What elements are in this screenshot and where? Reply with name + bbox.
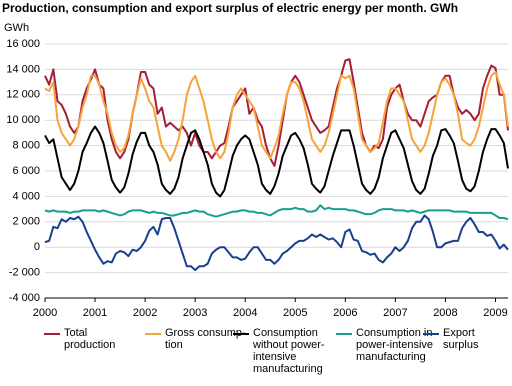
y-tick-label: 12 000 [6, 89, 40, 101]
legend-label: Export surplus [443, 327, 479, 351]
y-tick-label: 10 000 [6, 114, 40, 126]
x-tick-label: 2004 [233, 307, 257, 319]
series-line [44, 125, 509, 198]
x-tick-label: 2009 [483, 307, 507, 319]
x-tick-label: 2007 [383, 307, 407, 319]
series-line [44, 70, 509, 162]
legend-item: Consumption without power-intensive manu… [233, 327, 337, 375]
y-tick-label: 6 000 [12, 165, 40, 177]
x-tick-label: 2000 [33, 307, 57, 319]
y-tick-label: 4 000 [12, 190, 40, 202]
chart-title: Production, consumption and export surpl… [2, 1, 458, 15]
x-tick-label: 2003 [183, 307, 207, 319]
x-tick-label: 2005 [283, 307, 307, 319]
series-line [44, 214, 509, 272]
series-line [44, 58, 509, 167]
x-tick-label: 2008 [433, 307, 457, 319]
x-tick-label: 2002 [133, 307, 157, 319]
y-tick-label: 14 000 [6, 63, 40, 75]
series-line [44, 204, 509, 221]
x-tick-label: 2006 [333, 307, 357, 319]
legend-item: Consumption in power-intensive manufactu… [336, 327, 440, 363]
legend-swatch [44, 333, 60, 335]
y-tick-label: -2 000 [9, 267, 40, 279]
legend-swatch [336, 333, 352, 335]
y-tick-label: -4 000 [9, 292, 40, 304]
y-tick-label: 0 [34, 241, 40, 253]
legend-label: Consumption without power-intensive manu… [253, 327, 325, 375]
y-axis-label: GWh [4, 22, 29, 34]
y-tick-label: 16 000 [6, 38, 40, 50]
legend-item: Total production [44, 327, 134, 351]
legend-label: Total production [64, 327, 116, 351]
legend-label: Consumption in power-intensive manufactu… [356, 327, 434, 363]
legend-swatch [423, 333, 439, 335]
x-tick-label: 2001 [83, 307, 107, 319]
y-tick-label: 2 000 [12, 216, 40, 228]
legend-swatch [145, 333, 161, 335]
legend-swatch [233, 333, 249, 335]
y-tick-label: 8 000 [12, 140, 40, 152]
legend-item: Export surplus [423, 327, 503, 351]
